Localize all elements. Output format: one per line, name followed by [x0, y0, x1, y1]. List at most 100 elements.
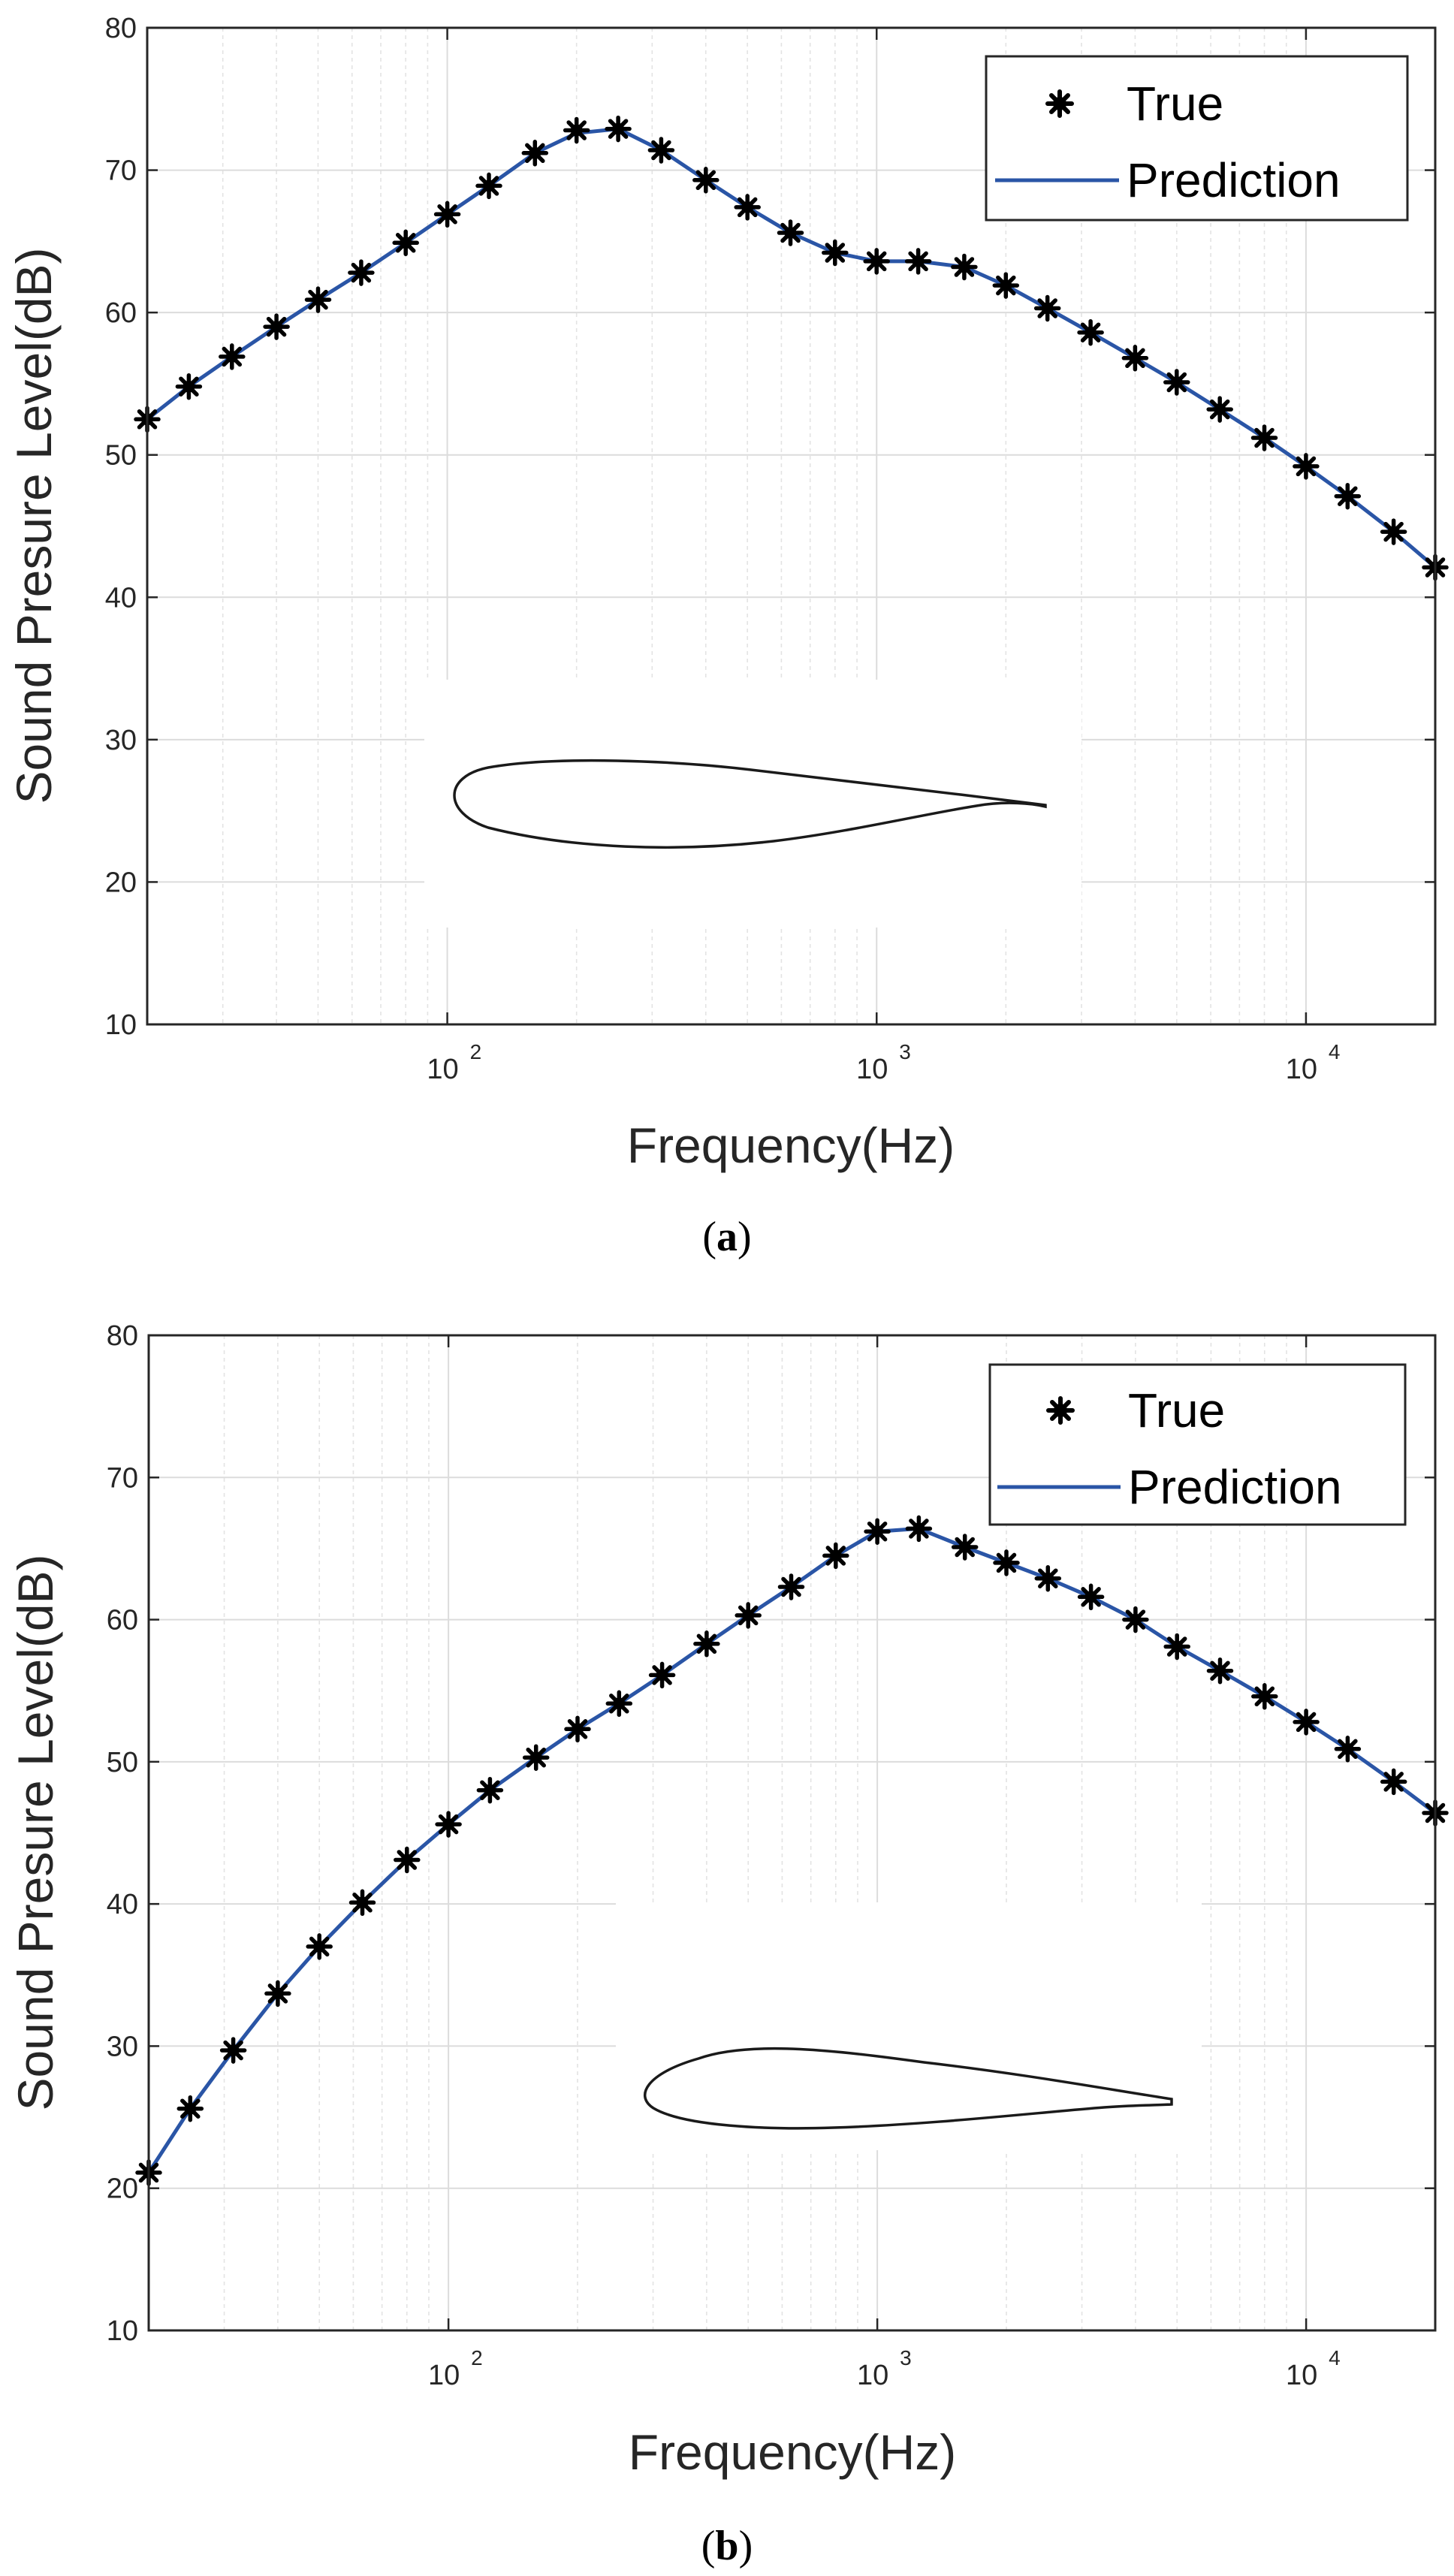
true-point	[435, 1811, 462, 1838]
y-tick-label: 60	[105, 297, 137, 329]
true-point	[1077, 1583, 1105, 1611]
y-tick-label: 20	[105, 867, 137, 898]
x-tick-exponent: 3	[899, 1040, 911, 1063]
x-tick-label: 10	[427, 1054, 458, 1085]
y-tick-label: 30	[105, 725, 137, 756]
true-point	[1122, 1606, 1149, 1633]
true-point	[951, 1534, 979, 1561]
y-tick-label: 40	[107, 1889, 138, 1920]
y-tick-label: 50	[107, 1747, 138, 1778]
true-point	[176, 2095, 204, 2122]
true-point	[1380, 518, 1407, 545]
true-point	[993, 1549, 1020, 1576]
true-point	[951, 253, 978, 281]
true-point	[476, 1776, 504, 1804]
airfoil-inset-a	[424, 680, 1081, 928]
true-point	[1163, 1633, 1190, 1661]
y-tick-label: 80	[105, 13, 137, 44]
caption-b: (b)	[701, 2523, 753, 2569]
true-point	[863, 248, 890, 275]
true-point	[433, 201, 461, 228]
true-point	[1163, 369, 1190, 396]
axes-box-b	[147, 1334, 1437, 2332]
x-tick-exponent: 4	[1329, 2346, 1341, 2369]
x-ticks-a: 10 2 10 3 10 4	[427, 28, 1340, 1085]
y-axis-label-b: Sound Presure Level(dB)	[8, 1554, 63, 2110]
series-true-a	[134, 115, 1449, 581]
true-point	[648, 1661, 676, 1689]
true-point	[1251, 1683, 1278, 1710]
airfoil-profile-a	[453, 759, 1047, 849]
true-point	[1206, 396, 1233, 423]
x-axis-label-b: Frequency(Hz)	[629, 2424, 956, 2480]
true-point	[822, 1542, 849, 1570]
true-point	[605, 115, 632, 143]
x-tick-exponent: 2	[470, 1040, 482, 1063]
y-axis-label-a: Sound Presure Level(dB)	[6, 247, 62, 804]
true-point	[1033, 294, 1061, 322]
true-point	[904, 248, 932, 275]
legend-true-marker-a	[1045, 89, 1074, 118]
y-ticks-a: 10 20 30 40 50 60 70 80	[105, 13, 1435, 1041]
y-tick-label: 10	[107, 2315, 138, 2347]
y-tick-label: 10	[105, 1009, 137, 1041]
caption-a: (a)	[702, 1214, 751, 1260]
y-tick-label: 60	[107, 1605, 138, 1636]
x-tick-label: 10	[1286, 1054, 1317, 1085]
true-point	[864, 1518, 891, 1545]
true-point	[521, 140, 549, 167]
x-tick-label: 10	[857, 2360, 888, 2391]
true-point	[735, 1602, 762, 1629]
true-point	[1293, 1709, 1320, 1736]
true-point	[1034, 1564, 1062, 1592]
true-point	[175, 373, 203, 400]
x-tick-label: 10	[428, 2360, 460, 2391]
legend-prediction-label-b: Prediction	[1128, 1460, 1342, 1514]
true-point	[777, 1573, 805, 1600]
true-point	[692, 167, 719, 194]
true-point	[564, 1715, 591, 1743]
x-ticks-b: 10 2 10 3 10 4	[428, 1335, 1341, 2391]
legend-box-b	[988, 1363, 1407, 1526]
true-point	[1334, 482, 1362, 510]
true-point	[992, 272, 1020, 299]
y-tick-label: 20	[107, 2173, 138, 2205]
airfoil-inset-b	[616, 1902, 1202, 2150]
true-point	[693, 1630, 720, 1658]
true-point	[348, 259, 375, 286]
x-axis-label-a: Frequency(Hz)	[627, 1118, 955, 1173]
true-point	[647, 137, 675, 164]
true-point	[1293, 453, 1320, 480]
x-tick-label: 10	[856, 1054, 888, 1085]
true-point	[263, 313, 290, 340]
true-point	[905, 1515, 933, 1543]
true-point	[475, 172, 502, 200]
true-point	[777, 219, 804, 246]
airfoil-profile-b	[644, 2047, 1173, 2130]
y-tick-label: 30	[107, 2031, 138, 2062]
y-tick-label: 50	[105, 440, 137, 472]
true-point	[563, 116, 590, 144]
legend-b: True Prediction	[988, 1363, 1407, 1526]
true-point	[348, 1889, 376, 1917]
x-tick-label: 10	[1286, 2360, 1317, 2391]
chart-panel-b: 10 20 30 40 50 60 70 80 10 2 10 3 10 4 Frequency(Hz)…	[8, 1320, 1449, 2569]
true-point	[605, 1690, 633, 1718]
y-tick-label: 80	[107, 1320, 138, 1352]
x-tick-exponent: 2	[471, 2346, 483, 2369]
true-point	[219, 2037, 247, 2064]
true-point	[1077, 318, 1104, 346]
x-tick-exponent: 3	[900, 2346, 912, 2369]
legend-true-label-a: True	[1127, 77, 1223, 131]
series-true-b	[135, 1515, 1449, 2186]
true-point	[264, 1980, 291, 2007]
true-point	[306, 1933, 333, 1960]
true-point	[1380, 1768, 1407, 1796]
y-tick-label: 70	[107, 1462, 138, 1494]
chart-panel-a: 10 20 30 40 50 60 70 80 10 2 10 3 10 4 Frequency(Hz)…	[6, 13, 1449, 1260]
legend-box-a	[985, 55, 1409, 222]
y-tick-label: 70	[105, 155, 137, 187]
y-ticks-b: 10 20 30 40 50 60 70 80	[107, 1320, 1435, 2347]
true-point	[1121, 345, 1149, 372]
